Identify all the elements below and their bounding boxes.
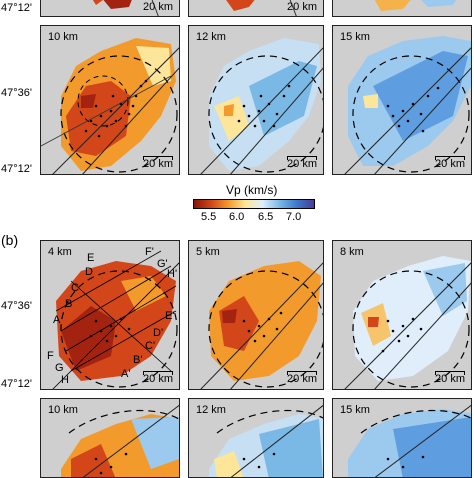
scale-bar: 20 km <box>435 156 465 170</box>
depth-label: 12 km <box>195 404 227 416</box>
svg-text:F': F' <box>145 246 154 258</box>
colorbar-tick: 6.5 <box>258 211 274 223</box>
latitude-label: 47°12' <box>1 2 32 14</box>
depth-label: 4 km <box>47 246 73 258</box>
scale-bar: 20 km <box>435 371 465 385</box>
depth-label: 10 km <box>47 31 79 43</box>
depth-label: 15 km <box>339 31 371 43</box>
map-panel-10km-b: 10 km <box>40 398 180 478</box>
svg-text:A: A <box>53 314 61 326</box>
colorbar-tick: 7.0 <box>286 211 302 223</box>
depth-label: 12 km <box>195 31 227 43</box>
svg-text:A': A' <box>121 368 130 380</box>
velocity-field <box>226 0 297 16</box>
svg-text:H': H' <box>167 268 177 280</box>
svg-text:B: B <box>65 298 72 310</box>
scale-bar: 20 km <box>143 156 173 170</box>
velocity-field <box>41 38 179 174</box>
scale-bar: 20 km <box>287 371 317 385</box>
map-panel-a2: 20 km <box>188 0 324 17</box>
latitude-label: 47°36' <box>1 300 32 312</box>
latitude-label: 47°12' <box>1 163 32 175</box>
depth-label: 5 km <box>195 246 221 258</box>
latitude-label: 47°12' <box>1 378 32 390</box>
scale-bar: 20 km <box>143 1 173 13</box>
svg-text:G': G' <box>157 258 168 270</box>
velocity-field <box>200 261 323 389</box>
velocity-field <box>348 404 471 477</box>
map-panel-5km-b: 5 km 20 km <box>188 240 324 390</box>
map-panel-a3 <box>332 0 472 17</box>
scale-bar: 20 km <box>287 156 317 170</box>
map-panel-8km-b: 8 km 20 km <box>332 240 472 390</box>
svg-text:C': C' <box>145 340 155 352</box>
colorbar-title: Vp (km/s) <box>226 183 278 197</box>
svg-text:D: D <box>85 266 93 278</box>
svg-text:D': D' <box>153 327 163 339</box>
section-label: (b) <box>1 232 19 248</box>
svg-text:F: F <box>47 350 54 362</box>
map-panel-12km-b: 12 km <box>188 398 324 478</box>
velocity-field <box>374 0 457 11</box>
depth-label: 15 km <box>339 404 371 416</box>
map-panel-12km-a: 12 km 20 km <box>188 25 324 175</box>
depth-label: 8 km <box>339 246 365 258</box>
svg-text:E': E' <box>165 310 174 322</box>
depth-label: 10 km <box>47 404 79 416</box>
map-panel-10km-a: 10 km 20 km <box>40 25 180 175</box>
latitude-label: 47°36' <box>1 87 32 99</box>
velocity-field <box>344 256 471 389</box>
velocity-field <box>344 36 471 174</box>
map-panel-15km-b: 15 km <box>332 398 472 478</box>
map-panel-15km-a: 15 km 20 km <box>332 25 472 175</box>
map-panel-a1: 20 km <box>40 0 180 17</box>
velocity-field <box>61 404 179 477</box>
colorbar <box>193 199 315 209</box>
velocity-field <box>209 404 323 477</box>
svg-text:C: C <box>71 282 79 294</box>
velocity-field <box>200 38 323 174</box>
svg-text:G: G <box>55 362 64 374</box>
colorbar-tick: 5.5 <box>201 211 217 223</box>
scale-bar: 20 km <box>143 371 173 385</box>
colorbar-tick: 6.0 <box>229 211 245 223</box>
scale-bar: 20 km <box>287 1 317 13</box>
svg-text:H: H <box>61 374 69 386</box>
svg-text:B': B' <box>133 354 142 366</box>
velocity-field <box>92 0 159 16</box>
svg-text:E: E <box>87 252 94 264</box>
